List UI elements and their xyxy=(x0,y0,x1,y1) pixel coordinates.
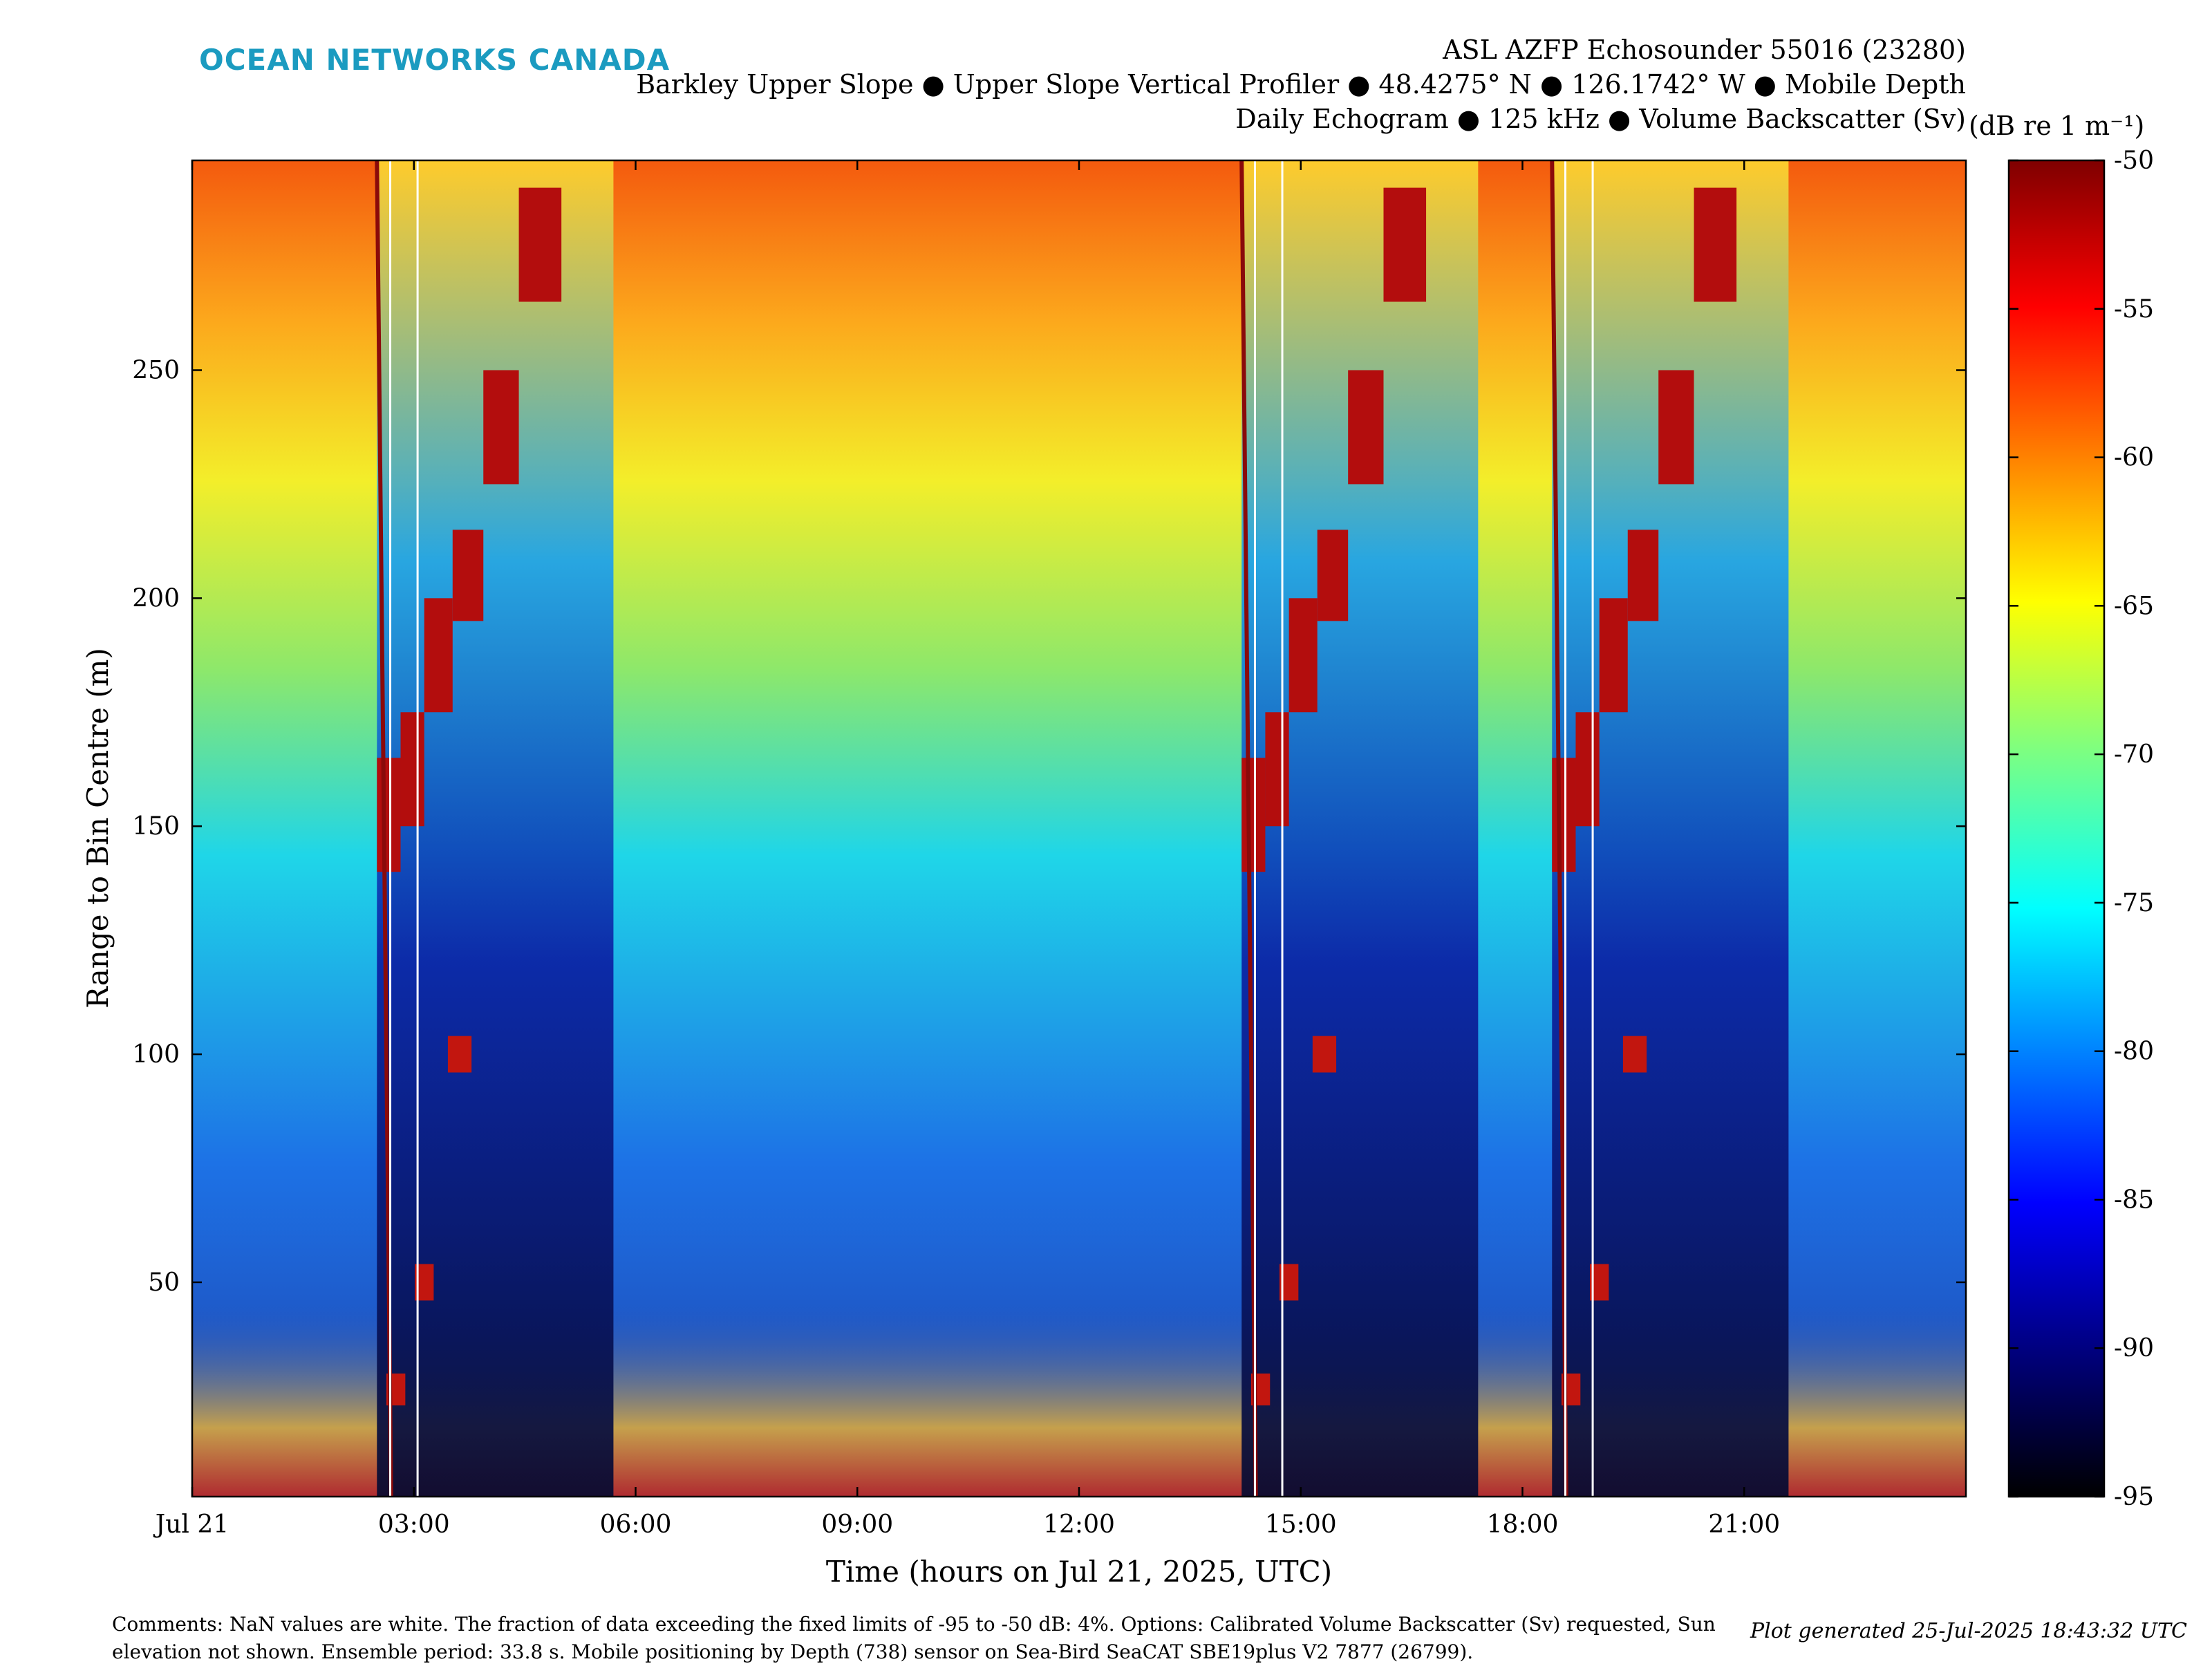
high-backscatter-band xyxy=(1575,712,1600,827)
profile-column xyxy=(1241,160,1479,1497)
x-tick-label: Jul 21 xyxy=(153,1510,229,1539)
brand-logo: OCEAN NETWORKS CANADA xyxy=(199,43,671,77)
high-backscatter-band xyxy=(1552,758,1576,872)
high-backscatter-band xyxy=(1241,758,1266,872)
colorbar-unit-label: (dB re 1 m⁻¹) xyxy=(1969,111,2145,141)
colorbar-tick-label: -60 xyxy=(2114,444,2154,472)
high-backscatter-band xyxy=(424,598,453,713)
profiler-descent-trace xyxy=(375,160,393,1497)
high-backscatter-band xyxy=(1658,370,1694,485)
plot-title: ASL AZFP Echosounder 55016 (23280) xyxy=(1443,35,1966,65)
x-tick-label: 12:00 xyxy=(1043,1510,1115,1539)
high-backscatter-band xyxy=(1383,187,1427,302)
colorbar-tick-label: -65 xyxy=(2114,592,2154,620)
colorbar-tick-label: -50 xyxy=(2114,147,2154,175)
y-tick-label: 50 xyxy=(148,1269,180,1297)
high-backscatter-band xyxy=(518,187,562,302)
profiler-descent-trace xyxy=(1550,160,1568,1497)
colorbar-frame xyxy=(2007,159,2106,1498)
x-tick-label: 03:00 xyxy=(378,1510,450,1539)
scattering-layer xyxy=(1312,1036,1337,1073)
high-backscatter-band xyxy=(483,370,519,485)
high-backscatter-band xyxy=(1599,598,1628,713)
colorbar xyxy=(2009,160,2104,1497)
colorbar-tick-label: -80 xyxy=(2114,1038,2154,1066)
high-backscatter-band xyxy=(1317,530,1349,621)
high-backscatter-band xyxy=(1288,598,1318,713)
high-backscatter-band xyxy=(1694,187,1737,302)
y-tick-label: 250 xyxy=(132,356,180,384)
plot-generated-timestamp: Plot generated 25-Jul-2025 18:43:32 UTC xyxy=(1750,1619,2187,1643)
x-tick-label: 09:00 xyxy=(821,1510,893,1539)
x-tick-label: 21:00 xyxy=(1708,1510,1780,1539)
colorbar-tick-label: -95 xyxy=(2114,1483,2154,1511)
footer-comments: Comments: NaN values are white. The frac… xyxy=(112,1613,1716,1663)
y-tick-label: 150 xyxy=(132,812,180,841)
high-backscatter-band xyxy=(377,758,401,872)
high-backscatter-band xyxy=(1348,370,1384,485)
plot-subtitle-location: Barkley Upper Slope ● Upper Slope Vertic… xyxy=(636,69,1966,100)
x-tick-label: 18:00 xyxy=(1487,1510,1559,1539)
profile-column xyxy=(377,160,614,1497)
x-tick-label: 06:00 xyxy=(600,1510,672,1539)
colorbar-tick-label: -85 xyxy=(2114,1186,2154,1214)
colorbar-tick-label: -90 xyxy=(2114,1334,2154,1363)
profile-ascent xyxy=(375,160,614,1497)
profile-ascent xyxy=(1239,160,1479,1497)
colorbar-tick-label: -55 xyxy=(2114,295,2154,324)
high-backscatter-band xyxy=(400,712,424,827)
profile-ascent xyxy=(1550,160,1789,1497)
colorbar-tick-label: -75 xyxy=(2114,889,2154,917)
profiler-descent-trace xyxy=(1239,160,1258,1497)
y-tick-label: 100 xyxy=(132,1040,180,1069)
x-axis-label: Time (hours on Jul 21, 2025, UTC) xyxy=(826,1555,1332,1589)
colorbar-tick-label: -70 xyxy=(2114,740,2154,769)
high-backscatter-band xyxy=(1265,712,1289,827)
profile-column xyxy=(1552,160,1789,1497)
scattering-layer xyxy=(447,1036,472,1073)
plot-subtitle-product: Daily Echogram ● 125 kHz ● Volume Backsc… xyxy=(1235,104,1966,134)
y-axis-label: Range to Bin Centre (m) xyxy=(81,648,115,1009)
high-backscatter-band xyxy=(452,530,484,621)
y-tick-label: 200 xyxy=(132,584,180,612)
high-backscatter-band xyxy=(1627,530,1659,621)
scattering-layer xyxy=(1622,1036,1647,1073)
x-tick-label: 15:00 xyxy=(1265,1510,1337,1539)
